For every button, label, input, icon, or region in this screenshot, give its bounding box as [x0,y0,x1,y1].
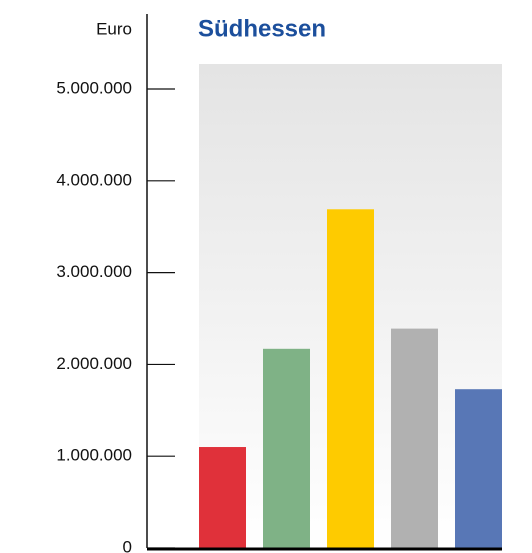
y-tick-label: 1.000.000 [56,446,132,465]
y-axis-label: Euro [96,19,132,38]
bar [391,328,438,548]
y-tick-label: 0 [123,537,132,553]
y-tick-label: 3.000.000 [56,262,132,281]
bar [199,447,246,548]
y-tick-label: 4.000.000 [56,170,132,189]
y-tick-label: 5.000.000 [56,79,132,98]
bar [455,389,502,548]
bar [327,209,374,548]
chart-title: Südhessen [198,15,326,42]
y-tick-label: 2.000.000 [56,354,132,373]
bar [263,348,310,548]
